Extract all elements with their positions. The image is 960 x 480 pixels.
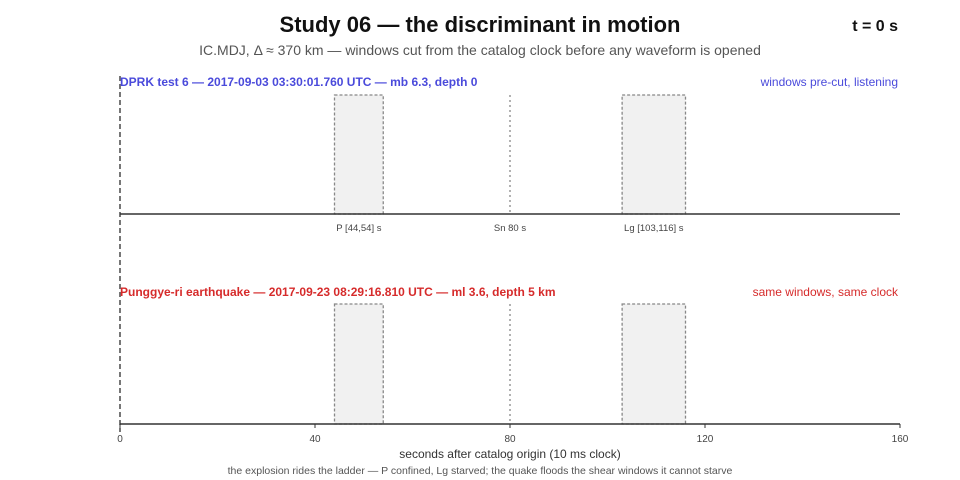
x-tick-label: 120 bbox=[697, 434, 714, 445]
time-readout: t = 0 s bbox=[852, 18, 898, 35]
window-rect-p-panel-2 bbox=[333, 303, 384, 425]
window-rect-lg-panel-2 bbox=[621, 303, 687, 425]
x-tick-label: 80 bbox=[504, 434, 516, 445]
window-rect-p-panel-1 bbox=[333, 94, 384, 215]
status-label-panel-1: windows pre-cut, listening bbox=[760, 75, 898, 89]
window-label-p: P [44,54] s bbox=[336, 223, 381, 234]
chart-footnote: the explosion rides the ladder — P confi… bbox=[227, 465, 733, 477]
sn-marker-label: Sn 80 s bbox=[494, 223, 526, 234]
chart-title: Study 06 — the discriminant in motion bbox=[279, 12, 681, 37]
chart-subtitle: IC.MDJ, Δ ≈ 370 km — windows cut from th… bbox=[199, 42, 761, 58]
event-label-panel-1: DPRK test 6 — 2017-09-03 03:30:01.760 UT… bbox=[120, 75, 478, 89]
event-label-panel-2: Punggye-ri earthquake — 2017-09-23 08:29… bbox=[120, 285, 556, 299]
x-tick-label: 0 bbox=[117, 434, 123, 445]
window-rect-lg-panel-1 bbox=[621, 94, 687, 215]
status-label-panel-2: same windows, same clock bbox=[753, 285, 899, 299]
x-tick-label: 160 bbox=[892, 434, 909, 445]
x-tick-label: 40 bbox=[309, 434, 321, 445]
window-label-lg: Lg [103,116] s bbox=[624, 223, 684, 234]
x-axis-label: seconds after catalog origin (10 ms cloc… bbox=[399, 447, 620, 461]
